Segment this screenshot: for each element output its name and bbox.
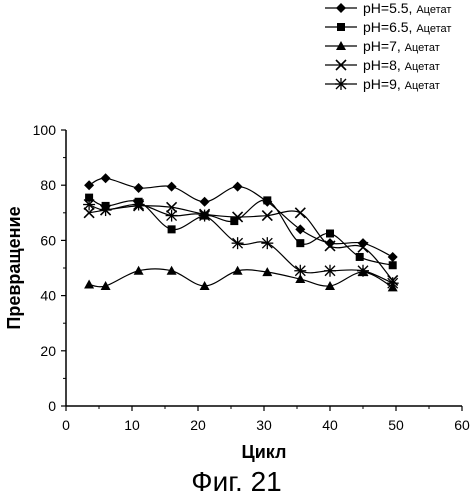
legend-label: pH=6.5, Ацетат [363, 19, 451, 35]
legend-marker [336, 3, 346, 13]
data-point [200, 197, 210, 207]
data-point [84, 180, 94, 190]
legend-label-suffix: Ацетат [416, 23, 451, 35]
data-point [84, 280, 94, 289]
data-point [134, 183, 144, 193]
x-tick-label: 40 [322, 417, 338, 433]
legend-label: pH=7, Ацетат [363, 38, 440, 54]
axes: 0 10 20 30 40 50 60 0 20 40 60 80 100 [33, 122, 470, 433]
y-tick-label: 0 [48, 398, 56, 414]
legend: pH=5.5, Ацетат pH=6.5, Ацетат pH=7, Ацетат… [325, 0, 451, 92]
data-point [326, 230, 334, 238]
data-point [168, 225, 176, 233]
data-point [263, 196, 271, 204]
data-point [295, 208, 305, 218]
x-tick-label: 60 [454, 417, 470, 433]
legend-marker [335, 78, 347, 90]
data-point [232, 237, 244, 249]
data-point [296, 239, 304, 247]
legend-item: pH=8, Ацетат [325, 57, 440, 73]
data-point [387, 277, 399, 289]
data-point [133, 199, 145, 211]
x-tick-label: 30 [256, 417, 272, 433]
legend-item: pH=5.5, Ацетат [325, 0, 451, 16]
legend-item: pH=9, Ацетат [325, 76, 440, 92]
y-tick-label: 20 [40, 343, 56, 359]
data-point [166, 210, 178, 222]
data-point [167, 182, 177, 192]
legend-label: pH=9, Ацетат [363, 76, 440, 92]
x-axis-title: Цикл [242, 442, 287, 462]
data-point [356, 253, 364, 261]
data-point [199, 210, 211, 222]
data-point [294, 265, 306, 277]
data-point [100, 204, 112, 216]
y-axis-title: Превращение [4, 206, 24, 329]
x-tick-label: 10 [124, 417, 140, 433]
legend-label: pH=5.5, Ацетат [363, 0, 451, 16]
legend-item: pH=7, Ацетат [325, 38, 440, 54]
legend-label: pH=8, Ацетат [363, 57, 440, 73]
x-tick-label: 20 [190, 417, 206, 433]
y-tick-label: 40 [40, 288, 56, 304]
figure-caption: Фиг. 21 [0, 466, 473, 498]
data-point [261, 237, 273, 249]
legend-label-suffix: Ацетат [405, 42, 440, 54]
data-point [83, 199, 95, 211]
data-point [233, 182, 243, 192]
data-point [388, 252, 398, 262]
x-tick-label: 50 [388, 417, 404, 433]
data-point [101, 173, 111, 183]
data-point [101, 281, 111, 290]
y-tick-label: 60 [40, 232, 56, 248]
y-tick-label: 100 [33, 122, 57, 138]
series-group [83, 173, 399, 291]
data-point [324, 265, 336, 277]
legend-label-suffix: Ацетат [405, 80, 440, 92]
legend-label-suffix: Ацетат [416, 4, 451, 16]
legend-label-suffix: Ацетат [405, 61, 440, 73]
legend-item: pH=6.5, Ацетат [325, 19, 451, 35]
data-point [357, 265, 369, 277]
y-tick-label: 80 [40, 177, 56, 193]
legend-marker [337, 23, 345, 31]
data-point [389, 261, 397, 269]
x-tick-label: 0 [62, 417, 70, 433]
series-line [89, 269, 393, 287]
data-point [295, 224, 305, 234]
